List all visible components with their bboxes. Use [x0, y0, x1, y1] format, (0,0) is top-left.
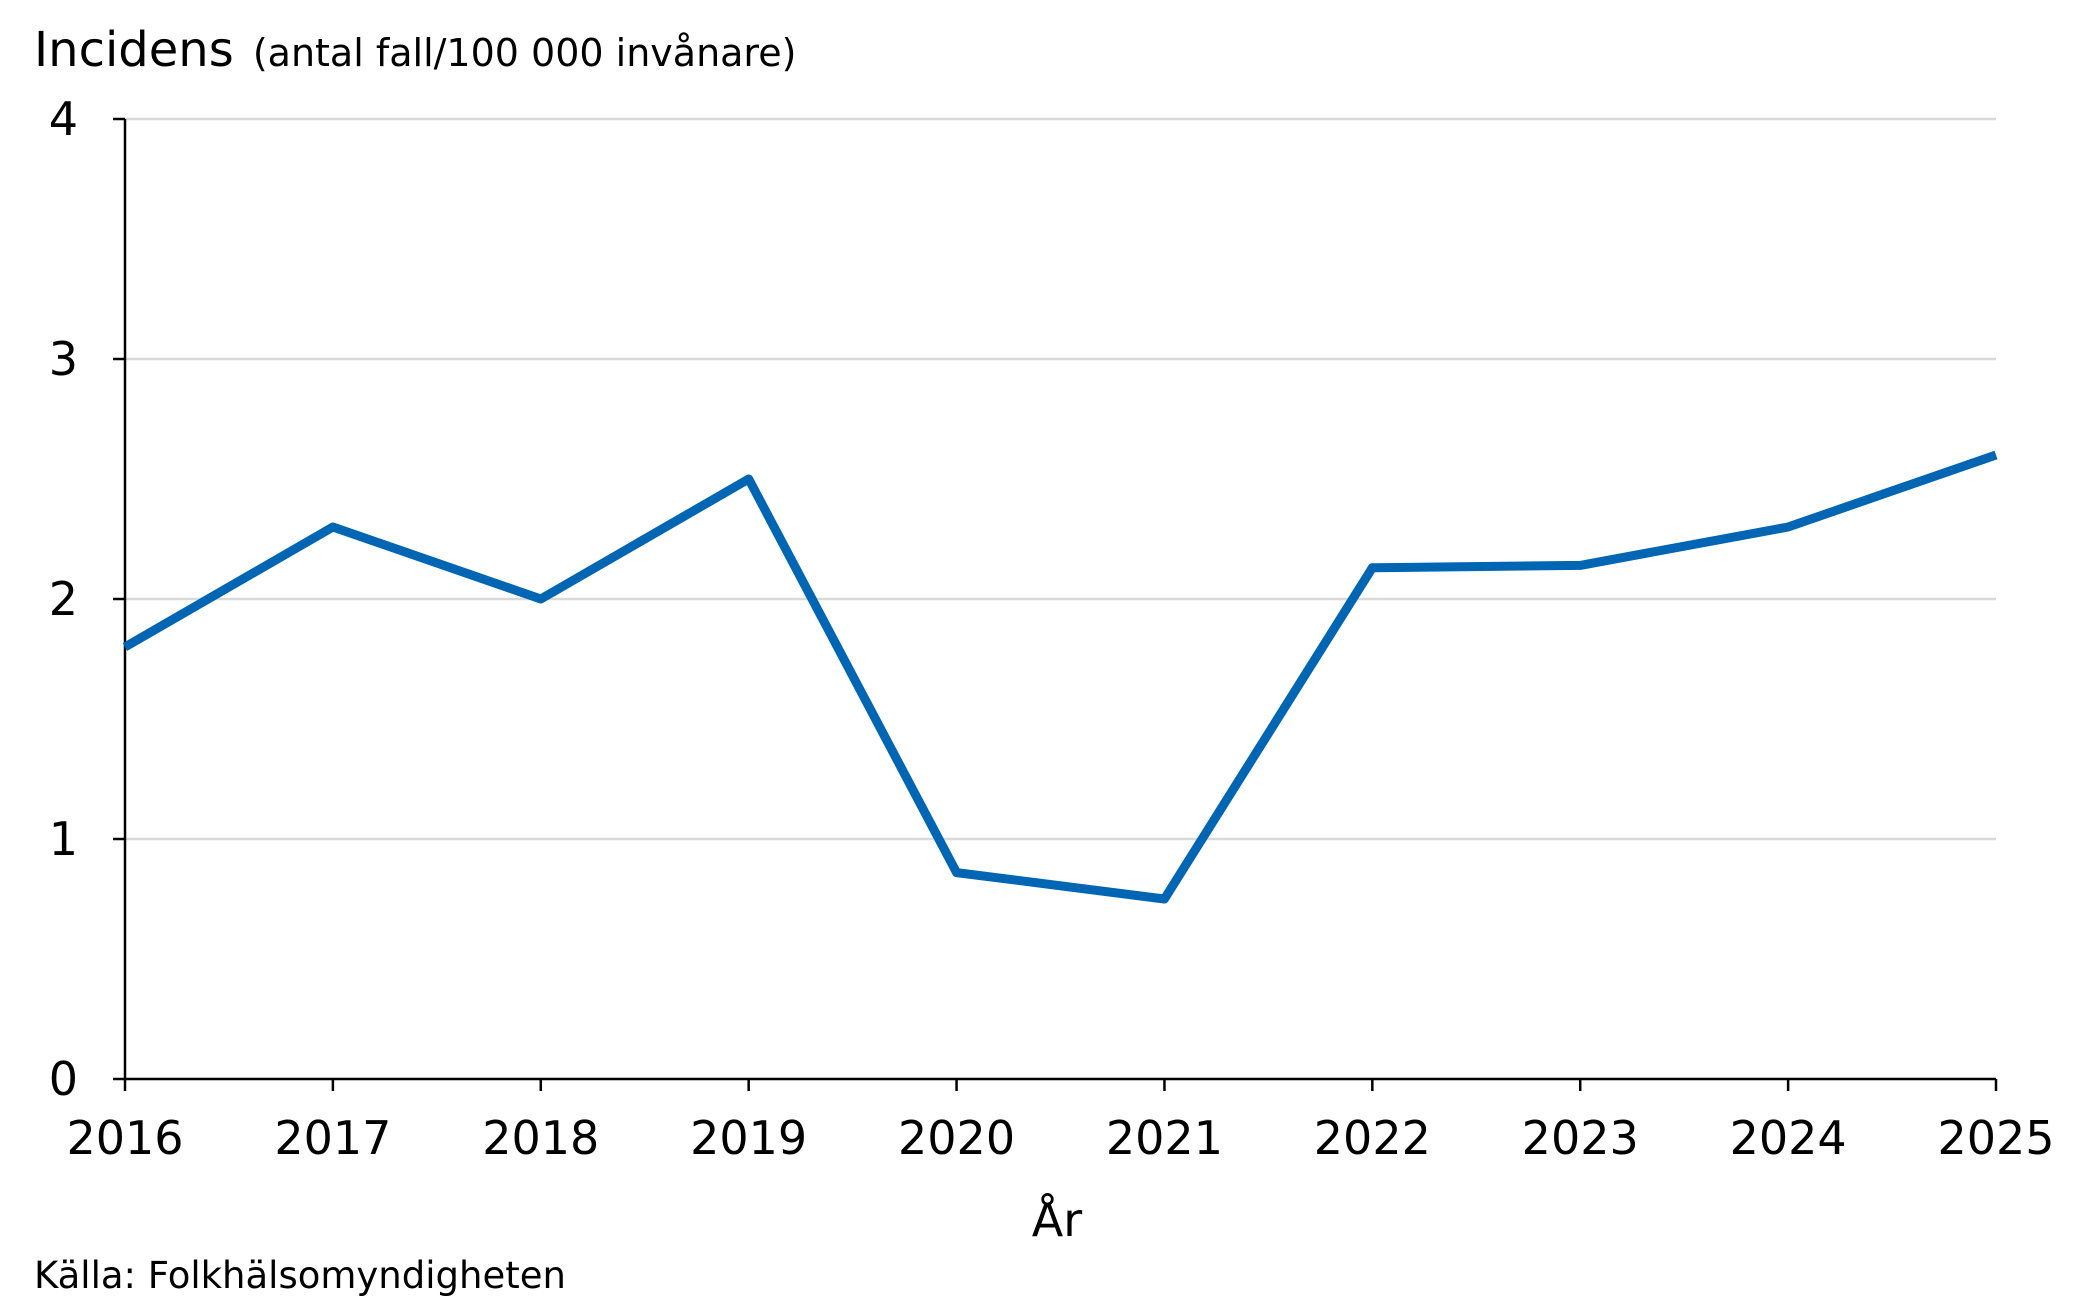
- series-group: [122, 450, 1998, 904]
- y-ticks: 0 1 2 3 4: [49, 92, 125, 1106]
- x-tick-label: 2020: [898, 1111, 1015, 1165]
- y-tick-label: 3: [49, 332, 78, 386]
- x-tick-label: 2021: [1106, 1111, 1223, 1165]
- x-tick-label: 2016: [66, 1111, 183, 1165]
- y-axis-title: Incidens (antal fall/100 000 invånare): [34, 22, 796, 78]
- y-tick-label: 1: [49, 812, 78, 866]
- y-axis-unit: (antal fall/100 000 invånare): [253, 31, 797, 75]
- x-tick-label: 2023: [1522, 1111, 1639, 1165]
- x-ticks: 2016 2017 2018 2019 2020 2021 2022 2023 2024 2025: [66, 1079, 2055, 1165]
- x-tick-label: 2024: [1730, 1111, 1847, 1165]
- gridlines: [125, 117, 1996, 841]
- y-axis-label: Incidens: [34, 22, 234, 78]
- x-tick-label: 2022: [1314, 1111, 1431, 1165]
- y-tick-label: 0: [49, 1052, 78, 1106]
- y-tick-label: 2: [49, 572, 78, 626]
- x-tick-label: 2017: [274, 1111, 391, 1165]
- x-tick-label: 2019: [690, 1111, 807, 1165]
- x-axis-title: År: [1032, 1193, 1082, 1247]
- source-note: Källa: Folkhälsomyndigheten: [34, 1254, 566, 1297]
- x-tick-label: 2025: [1937, 1111, 2054, 1165]
- x-tick-label: 2018: [482, 1111, 599, 1165]
- y-tick-label: 4: [49, 92, 78, 146]
- series-line: [122, 450, 1998, 904]
